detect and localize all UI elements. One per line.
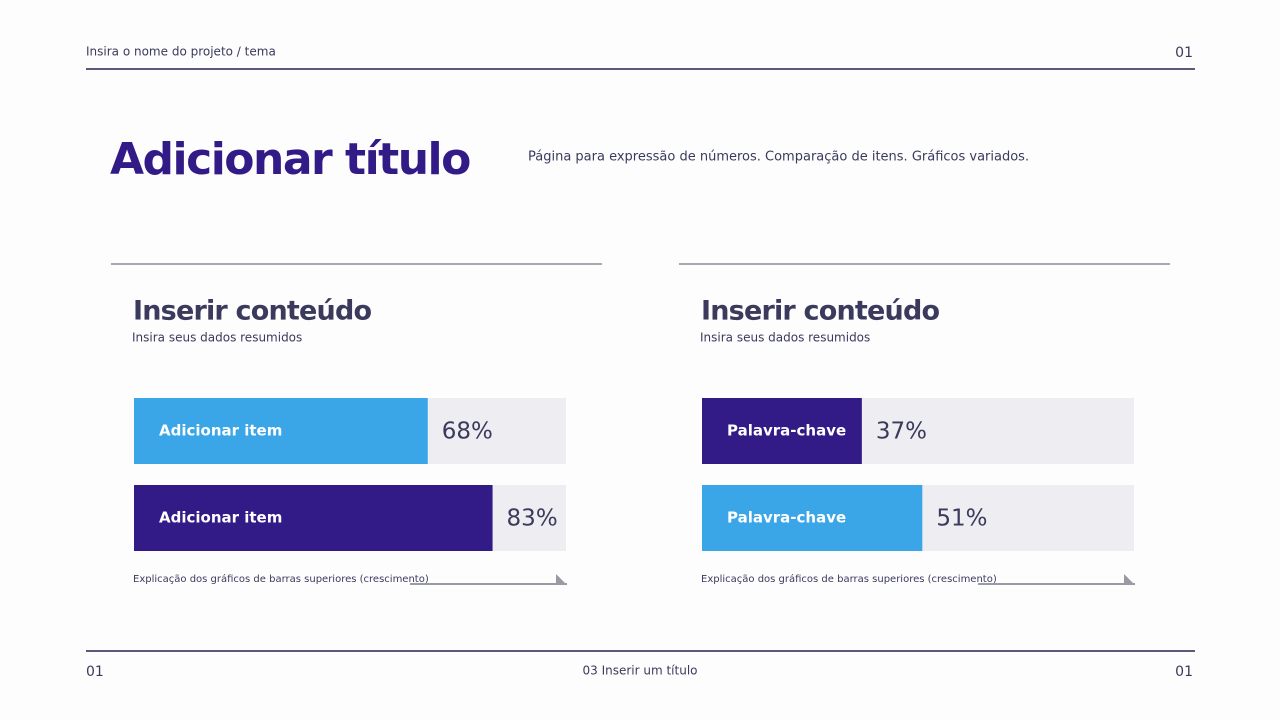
description: Página para expressão de números. Compar… [528, 150, 1029, 165]
bar-category: Palavra-chave [727, 422, 846, 440]
value-label: 51% [936, 506, 987, 532]
footer-center: 03 Inserir um título [582, 664, 697, 678]
page-number: 01 [1175, 45, 1193, 61]
footer-left: 01 [86, 664, 104, 680]
chart-title: Inserir conteúdo [133, 296, 371, 327]
caption: Explicação dos gráficos de barras superi… [701, 573, 997, 585]
bar [134, 398, 428, 464]
slide-title: Adicionar título [110, 134, 470, 185]
project-name: Insira o nome do projeto / tema [86, 45, 276, 59]
footer-right: 01 [1175, 664, 1193, 680]
value-label: 68% [442, 419, 493, 445]
bar [702, 398, 862, 464]
chart-subtitle: Insira seus dados resumidos [132, 331, 302, 345]
caption-arrow-head [1124, 574, 1135, 585]
chart-subtitle: Insira seus dados resumidos [700, 331, 870, 345]
bar-category: Palavra-chave [727, 509, 846, 527]
value-label: 83% [507, 506, 558, 532]
bar [702, 485, 923, 551]
bar-category: Adicionar item [159, 422, 282, 440]
caption: Explicação dos gráficos de barras superi… [133, 573, 429, 585]
bar-category: Adicionar item [159, 509, 282, 527]
bar [134, 485, 493, 551]
value-label: 37% [876, 419, 927, 445]
caption-arrow-head [556, 574, 567, 585]
chart-title: Inserir conteúdo [701, 296, 939, 327]
